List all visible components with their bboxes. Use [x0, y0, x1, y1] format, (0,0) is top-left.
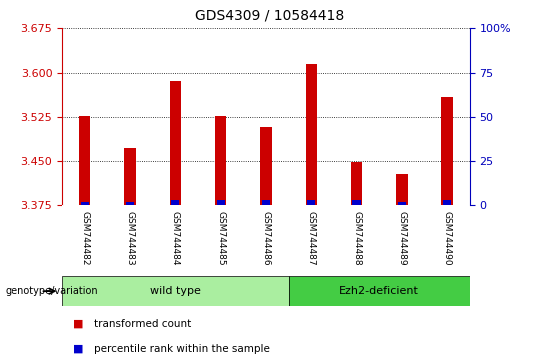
Bar	[307, 200, 315, 205]
Text: GSM744482: GSM744482	[80, 211, 89, 266]
Text: GSM744488: GSM744488	[352, 211, 361, 266]
Text: wild type: wild type	[150, 286, 201, 296]
Text: ■: ■	[73, 344, 83, 354]
Bar	[170, 81, 181, 205]
Bar	[288, 276, 470, 306]
Text: GSM744485: GSM744485	[216, 211, 225, 266]
Text: genotype/variation: genotype/variation	[5, 286, 98, 296]
Bar	[262, 200, 270, 205]
Bar	[306, 64, 317, 205]
Text: GSM744490: GSM744490	[443, 211, 451, 266]
Bar	[398, 202, 406, 205]
Text: GSM744483: GSM744483	[126, 211, 134, 266]
Bar	[80, 202, 89, 205]
Text: GDS4309 / 10584418: GDS4309 / 10584418	[195, 9, 345, 23]
Bar	[124, 148, 136, 205]
Text: GSM744487: GSM744487	[307, 211, 316, 266]
Text: ■: ■	[73, 319, 83, 329]
Bar	[171, 200, 179, 205]
Text: percentile rank within the sample: percentile rank within the sample	[94, 344, 271, 354]
Bar	[62, 276, 288, 306]
Bar	[353, 200, 361, 205]
Text: GSM744489: GSM744489	[397, 211, 406, 266]
Bar	[217, 200, 225, 205]
Text: transformed count: transformed count	[94, 319, 192, 329]
Bar	[443, 200, 451, 205]
Bar	[260, 127, 272, 205]
Bar	[215, 116, 226, 205]
Bar	[442, 97, 453, 205]
Text: Ezh2-deficient: Ezh2-deficient	[339, 286, 419, 296]
Text: GSM744486: GSM744486	[261, 211, 271, 266]
Bar	[396, 174, 408, 205]
Text: GSM744484: GSM744484	[171, 211, 180, 266]
Bar	[126, 202, 134, 205]
Bar	[79, 116, 90, 205]
Bar	[351, 162, 362, 205]
